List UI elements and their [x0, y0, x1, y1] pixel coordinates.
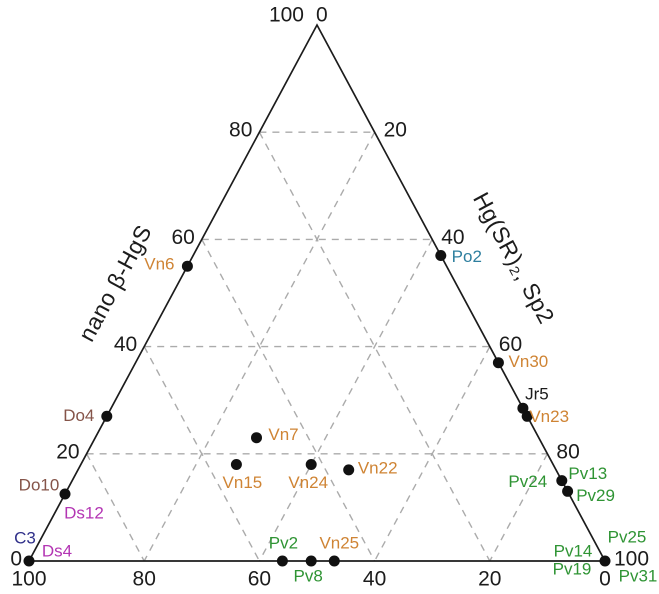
data-point-Vn24: [305, 459, 317, 470]
data-point-Do10: [59, 488, 71, 500]
data-point-Pv8: [305, 555, 317, 567]
point-label-Vn22: Vn22: [358, 458, 398, 477]
tick-bottom-20: 20: [478, 568, 501, 591]
data-point-C3: [23, 555, 35, 567]
data-point-Vn22: [343, 464, 355, 476]
point-label-Pv24: Pv24: [508, 472, 547, 491]
triangle-outline: [27, 23, 607, 562]
tick-left-100: 100: [269, 4, 304, 27]
tick-left-20: 20: [56, 440, 79, 463]
point-label-C3: C3: [14, 529, 36, 548]
data-point-Pv29: [562, 485, 574, 497]
data-point-Vn30: [492, 357, 504, 369]
data-point-Pv25: [599, 555, 611, 567]
data-point-Vn6: [181, 260, 193, 272]
point-label-Vn15: Vn15: [223, 473, 263, 492]
data-point-Vn7: [251, 432, 262, 444]
tick-right-0: 0: [316, 4, 328, 27]
point-label-Pv2: Pv2: [269, 534, 298, 553]
tick-right-80: 80: [556, 440, 579, 463]
point-label-Pv31: Pv31: [619, 567, 658, 586]
grid-line-bottom-20: [258, 131, 491, 562]
point-label-Jr5: Jr5: [525, 385, 549, 404]
point-label-Pv19: Pv19: [553, 560, 592, 579]
point-label-Pv8: Pv8: [294, 567, 323, 586]
data-point-Vn25: [328, 555, 340, 567]
point-label-Vn23: Vn23: [529, 407, 569, 426]
tick-left-0: 0: [10, 548, 22, 571]
data-point-Jr5: [517, 402, 529, 414]
tick-bottom-40: 40: [363, 568, 386, 591]
tick-bottom-0: 0: [599, 568, 611, 591]
tick-left-80: 80: [229, 119, 252, 142]
tick-left-60: 60: [171, 226, 194, 249]
triangle-frame: [27, 23, 607, 562]
tick-bottom-60: 60: [248, 568, 271, 591]
tick-right-100: 100: [614, 548, 649, 571]
point-label-Pv13: Pv13: [568, 464, 607, 483]
data-points: [23, 250, 611, 567]
point-label-Ds4: Ds4: [42, 542, 72, 561]
point-label-Vn25: Vn25: [319, 534, 359, 553]
point-label-Vn6: Vn6: [144, 255, 174, 274]
point-label-Ds12: Ds12: [64, 504, 104, 523]
grid-line-hgsr2-40: [258, 239, 433, 562]
grid-line-bottom-40: [201, 239, 376, 562]
tick-right-60: 60: [499, 333, 522, 356]
data-point-Pv13: [556, 475, 568, 487]
grid-line-hgsr2-20: [143, 131, 376, 562]
point-label-Vn7: Vn7: [268, 425, 298, 444]
point-label-Pv29: Pv29: [576, 486, 615, 505]
grid-line-bottom-60: [143, 346, 261, 562]
tick-bottom-100: 100: [11, 568, 46, 591]
tick-right-20: 20: [384, 119, 407, 142]
gridlines: [85, 131, 549, 562]
point-label-Do4: Do4: [63, 406, 94, 425]
tick-left-40: 40: [114, 333, 137, 356]
point-label-Po2: Po2: [452, 247, 482, 266]
data-point-Do4: [101, 410, 113, 422]
tick-bottom-80: 80: [133, 568, 156, 591]
point-label-Do10: Do10: [19, 476, 60, 495]
grid-line-hgsr2-60: [373, 346, 491, 562]
tick-right-40: 40: [441, 226, 464, 249]
point-label-Vn24: Vn24: [288, 473, 328, 492]
point-label-Vn30: Vn30: [509, 352, 549, 371]
data-point-Po2: [435, 250, 447, 261]
data-point-Vn23: [521, 410, 533, 422]
grid-line-hgsr2-80: [489, 453, 549, 562]
left-axis-title: nano β-HgS: [73, 220, 157, 345]
data-point-Vn15: [230, 459, 242, 470]
point-label-Pv14: Pv14: [554, 542, 593, 561]
point-label-Pv25: Pv25: [608, 528, 647, 547]
data-point-Pv2: [276, 555, 288, 567]
